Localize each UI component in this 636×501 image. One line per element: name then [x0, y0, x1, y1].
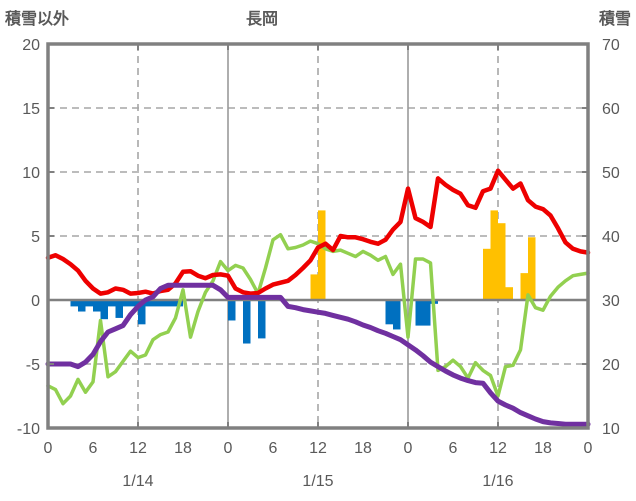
svg-text:6: 6 [449, 440, 458, 457]
svg-text:60: 60 [602, 101, 620, 118]
svg-text:1/15: 1/15 [302, 473, 333, 490]
svg-text:40: 40 [602, 229, 620, 246]
right-axis-title: 積雪 [598, 11, 631, 28]
svg-text:0: 0 [584, 440, 593, 457]
svg-text:6: 6 [89, 440, 98, 457]
svg-text:1/14: 1/14 [122, 473, 153, 490]
svg-text:10: 10 [602, 421, 620, 438]
svg-text:-5: -5 [26, 357, 40, 374]
svg-text:18: 18 [174, 440, 192, 457]
svg-text:12: 12 [129, 440, 147, 457]
svg-text:30: 30 [602, 293, 620, 310]
svg-text:70: 70 [602, 37, 620, 54]
svg-text:18: 18 [534, 440, 552, 457]
svg-text:12: 12 [309, 440, 327, 457]
svg-text:6: 6 [269, 440, 278, 457]
svg-text:0: 0 [224, 440, 233, 457]
svg-text:12: 12 [489, 440, 507, 457]
svg-text:18: 18 [354, 440, 372, 457]
svg-text:20: 20 [22, 37, 40, 54]
svg-text:-10: -10 [17, 421, 40, 438]
svg-text:0: 0 [31, 293, 40, 310]
svg-text:50: 50 [602, 165, 620, 182]
chart-title: 長岡 [245, 11, 279, 28]
left-axis-title: 積雪以外 [5, 11, 70, 28]
svg-text:20: 20 [602, 357, 620, 374]
svg-text:15: 15 [22, 101, 40, 118]
svg-text:1/16: 1/16 [482, 473, 513, 490]
svg-text:0: 0 [44, 440, 53, 457]
svg-text:0: 0 [404, 440, 413, 457]
svg-text:10: 10 [22, 165, 40, 182]
svg-text:5: 5 [31, 229, 40, 246]
